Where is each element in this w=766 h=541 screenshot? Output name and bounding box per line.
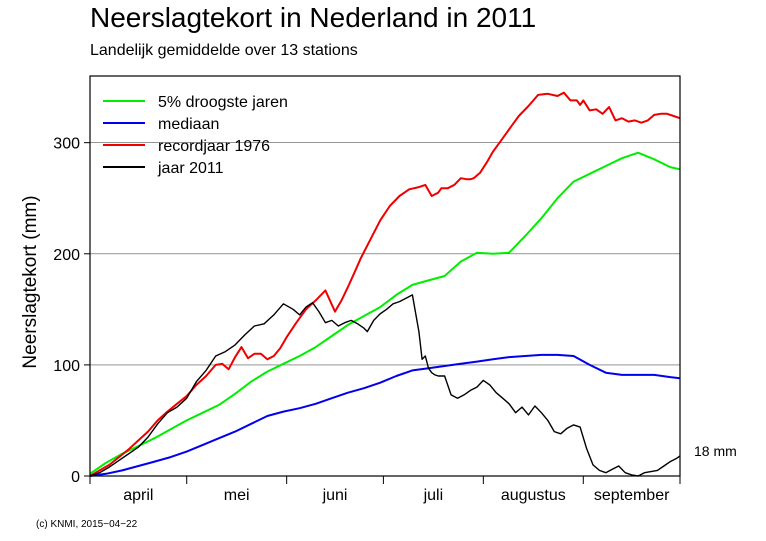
- legend-label-1: mediaan: [158, 116, 219, 133]
- x-tick-label-mei: mei: [224, 487, 250, 504]
- legend-label-2: recordjaar 1976: [158, 138, 270, 155]
- x-tick-label-september: september: [594, 487, 670, 504]
- series-line-1: [89, 353, 681, 477]
- y-tick-label: 300: [53, 136, 80, 153]
- series-line-0: [89, 151, 681, 475]
- legend-label-3: jaar 2011: [157, 160, 224, 177]
- copyright-note: (c) KNMI, 2015−04−22: [36, 519, 138, 530]
- series-layer: [89, 91, 681, 477]
- axis-layer: 0 100 200 300 april mei juni juli augustus septem…: [53, 75, 681, 504]
- y-axis-label: Neerslagtekort (mm): [20, 195, 41, 368]
- plot-frame: [89, 75, 681, 477]
- grid-layer: [90, 142, 680, 366]
- x-tick-label-augustus: augustus: [501, 487, 566, 504]
- chart-subtitle: Landelijk gemiddelde over 13 stations: [90, 42, 358, 59]
- y-tick-label: 0: [71, 469, 80, 486]
- chart-title: Neerslagtekort in Nederland in 2011: [90, 2, 537, 33]
- x-tick-label-juli: juli: [423, 487, 444, 504]
- y-tick-label: 100: [53, 358, 80, 375]
- x-tick-label-april: april: [123, 487, 153, 504]
- legend-label-0: 5% droogste jaren: [158, 94, 288, 111]
- x-tick-label-juni: juni: [322, 487, 348, 504]
- series-line-2: [89, 91, 681, 477]
- series-line-3: [89, 294, 681, 477]
- y-tick-label: 200: [53, 247, 80, 264]
- end-value-annotation: 18 mm: [694, 443, 737, 459]
- legend-layer: 5% droogste jaren mediaan recordjaar 1976 j…: [103, 94, 288, 177]
